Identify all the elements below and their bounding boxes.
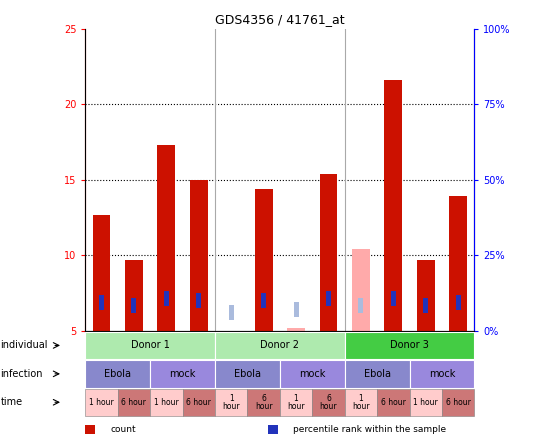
Bar [85, 360, 150, 388]
Bar [449, 196, 467, 331]
Bar [182, 388, 215, 416]
Text: Ebola: Ebola [364, 369, 391, 379]
Bar [150, 360, 215, 388]
Bar [442, 388, 474, 416]
Text: time: time [1, 397, 23, 407]
Bar [287, 328, 305, 331]
Text: 6 hour: 6 hour [446, 398, 471, 407]
Bar [268, 424, 278, 434]
Text: 1
hour: 1 hour [287, 394, 305, 411]
Bar [358, 297, 364, 313]
Bar [190, 180, 208, 331]
Bar [196, 293, 201, 308]
Bar [85, 424, 95, 434]
Bar [93, 214, 110, 331]
Text: Donor 2: Donor 2 [260, 341, 300, 350]
Bar [215, 388, 247, 416]
Bar [456, 294, 461, 309]
Bar [320, 174, 337, 331]
Bar [255, 189, 272, 331]
Text: mock: mock [429, 369, 455, 379]
Text: 6 hour: 6 hour [122, 398, 147, 407]
Bar [85, 388, 118, 416]
Bar [261, 293, 266, 308]
Text: 6 hour: 6 hour [381, 398, 406, 407]
Text: 1
hour: 1 hour [222, 394, 240, 411]
Bar [391, 291, 396, 306]
Bar [352, 249, 370, 331]
Text: 1
hour: 1 hour [352, 394, 370, 411]
Bar [280, 388, 312, 416]
Bar [345, 388, 377, 416]
Text: Ebola: Ebola [104, 369, 131, 379]
Text: percentile rank within the sample: percentile rank within the sample [294, 425, 447, 434]
Text: 1 hour: 1 hour [89, 398, 114, 407]
Text: mock: mock [169, 369, 196, 379]
Text: infection: infection [1, 369, 43, 379]
Text: 1 hour: 1 hour [154, 398, 179, 407]
Bar [164, 291, 169, 306]
Bar [345, 360, 409, 388]
Bar [326, 291, 331, 306]
Text: 1 hour: 1 hour [414, 398, 438, 407]
Bar [417, 260, 434, 331]
Text: Ebola: Ebola [234, 369, 261, 379]
Text: 6 hour: 6 hour [187, 398, 211, 407]
Bar [409, 360, 474, 388]
Bar [157, 145, 175, 331]
Bar [215, 360, 280, 388]
Text: mock: mock [299, 369, 326, 379]
Text: 6
hour: 6 hour [320, 394, 337, 411]
Bar [132, 297, 136, 313]
Text: Donor 1: Donor 1 [131, 341, 169, 350]
Text: individual: individual [1, 341, 48, 350]
Bar [312, 388, 345, 416]
Text: Donor 3: Donor 3 [390, 341, 429, 350]
Bar [280, 360, 345, 388]
Bar [409, 388, 442, 416]
Bar [85, 332, 215, 359]
Bar [215, 332, 345, 359]
Bar [125, 260, 143, 331]
Bar [345, 332, 474, 359]
Bar [294, 302, 298, 317]
Bar [423, 297, 428, 313]
Bar [247, 388, 280, 416]
Text: 6
hour: 6 hour [255, 394, 272, 411]
Bar [99, 294, 104, 309]
Bar [229, 305, 233, 320]
Bar [118, 388, 150, 416]
Text: GDS4356 / 41761_at: GDS4356 / 41761_at [215, 13, 345, 26]
Bar [377, 388, 409, 416]
Bar [150, 388, 182, 416]
Bar [384, 80, 402, 331]
Text: count: count [110, 425, 136, 434]
